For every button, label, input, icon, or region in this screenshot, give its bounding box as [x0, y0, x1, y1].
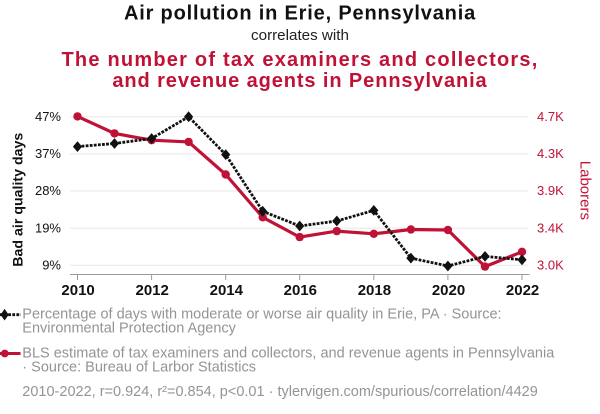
svg-text:2016: 2016 [284, 282, 317, 299]
svg-text:4.3K: 4.3K [537, 146, 564, 161]
svg-text:The number of tax examiners an: The number of tax examiners and collecto… [61, 49, 538, 71]
svg-text:Laborers: Laborers [577, 161, 594, 220]
svg-text:28%: 28% [35, 183, 61, 198]
svg-text:2012: 2012 [136, 282, 169, 299]
svg-text:19%: 19% [35, 220, 61, 235]
svg-text:2010: 2010 [61, 282, 94, 299]
svg-text:2018: 2018 [358, 282, 391, 299]
svg-text:3.4K: 3.4K [537, 220, 564, 235]
svg-text:Environmental Protection Agenc: Environmental Protection Agency [22, 321, 236, 337]
svg-text:37%: 37% [35, 146, 61, 161]
svg-text:3.0K: 3.0K [537, 257, 564, 272]
svg-text:4.7K: 4.7K [537, 109, 564, 124]
svg-text:3.9K: 3.9K [537, 183, 564, 198]
svg-text:and revenue agents in Pennsylv: and revenue agents in Pennsylvania [112, 70, 487, 92]
svg-text:2022: 2022 [506, 282, 539, 299]
svg-text:correlates with: correlates with [251, 27, 349, 44]
svg-text:47%: 47% [35, 109, 61, 124]
svg-text:2020: 2020 [432, 282, 465, 299]
svg-text:· Source: Bureau of Larbor Sta: · Source: Bureau of Larbor Statistics [22, 360, 256, 376]
svg-text:2014: 2014 [210, 282, 244, 299]
svg-text:9%: 9% [42, 257, 61, 272]
svg-text:2010-2022, r=0.924, r²=0.854,: 2010-2022, r=0.924, r²=0.854, p<0.01 · t… [22, 384, 537, 400]
svg-text:BLS estimate of tax examiners: BLS estimate of tax examiners and collec… [22, 346, 555, 362]
svg-text:Percentage of days with modera: Percentage of days with moderate or wors… [22, 307, 501, 323]
svg-text:Air pollution in Erie, Pennsyl: Air pollution in Erie, Pennsylvania [124, 3, 476, 25]
svg-text:Bad air quality days: Bad air quality days [11, 133, 27, 267]
